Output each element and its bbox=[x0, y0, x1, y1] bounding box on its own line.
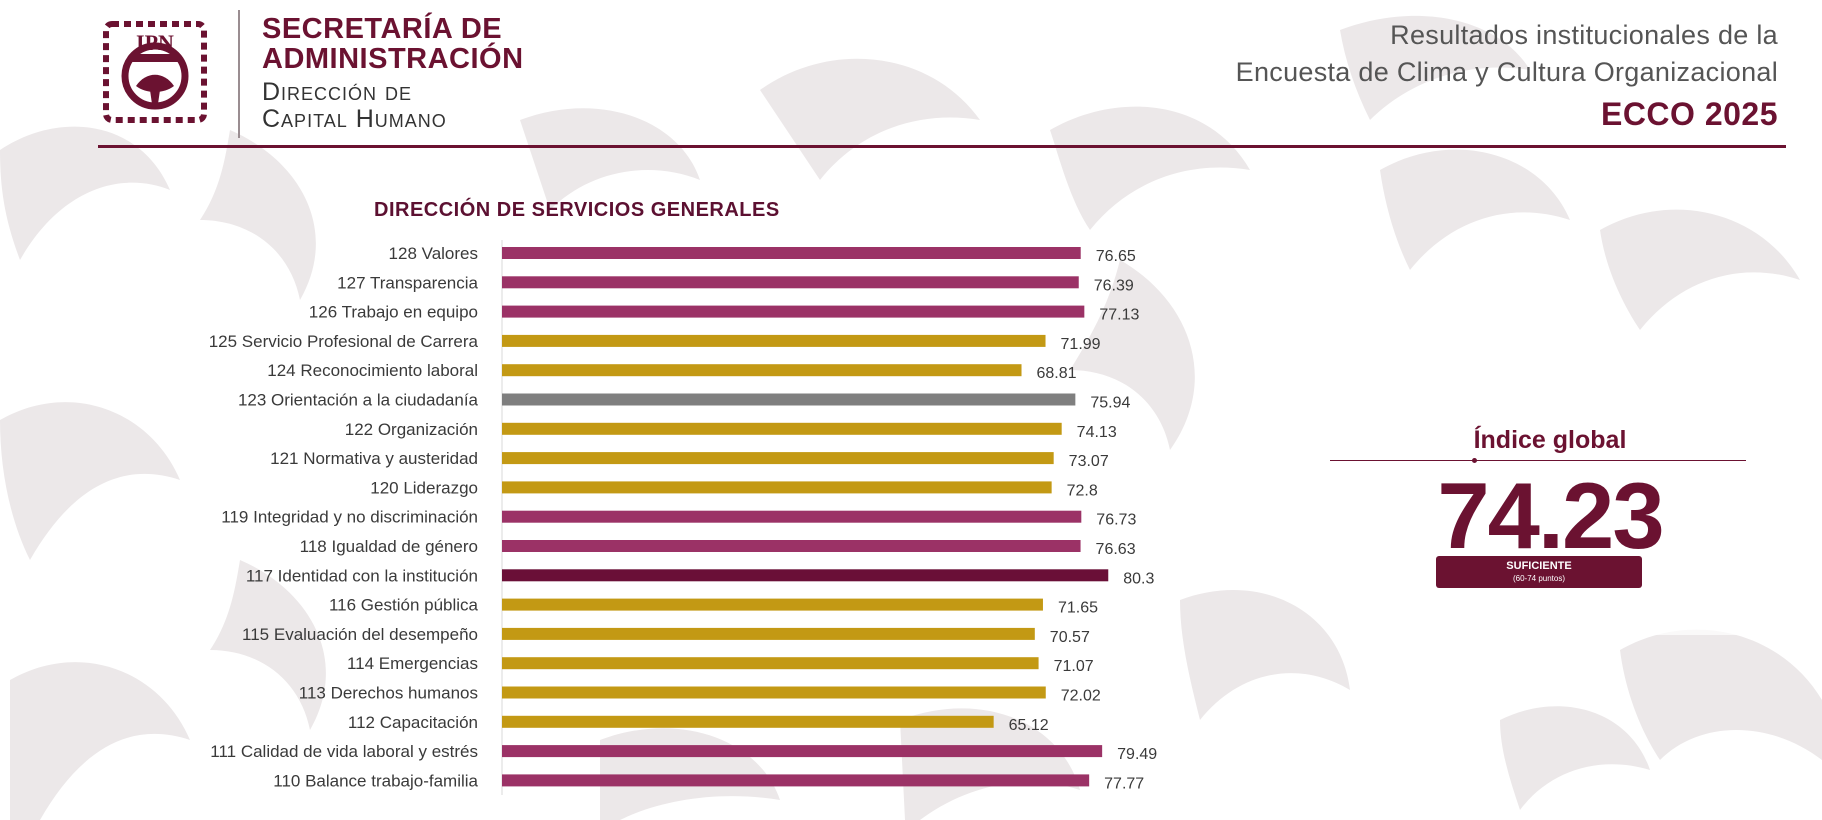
bar bbox=[502, 774, 1090, 787]
status-range: (60-74 puntos) bbox=[1512, 574, 1566, 583]
report-code: ECCO 2025 bbox=[1600, 96, 1778, 132]
value-label: 71.99 bbox=[1061, 336, 1101, 353]
category-label: 124 Reconocimiento laboral bbox=[267, 361, 478, 380]
category-label: 113 Derechos humanos bbox=[299, 684, 478, 703]
value-label: 65.12 bbox=[1009, 717, 1049, 734]
value-label: 76.65 bbox=[1096, 248, 1136, 265]
bar bbox=[502, 422, 1062, 435]
value-label: 76.39 bbox=[1094, 277, 1134, 294]
value-label: 75.94 bbox=[1090, 395, 1130, 412]
value-label: 74.13 bbox=[1077, 424, 1117, 441]
value-label: 77.77 bbox=[1104, 775, 1144, 792]
header-separator bbox=[238, 10, 240, 138]
global-index-value: 74.23 bbox=[1437, 463, 1664, 568]
category-label: 117 Identidad con la institución bbox=[246, 566, 478, 585]
global-index-title: Índice global bbox=[1473, 426, 1627, 454]
bar bbox=[502, 686, 1046, 699]
bar-chart: 128 Valores 76.65 127 Transparencia 76.39 12… bbox=[209, 240, 1157, 795]
bar bbox=[502, 627, 1035, 640]
category-label: 118 Igualdad de género bbox=[300, 537, 478, 556]
bar bbox=[502, 393, 1076, 406]
category-label: 121 Normativa y austeridad bbox=[270, 449, 478, 468]
category-label: 123 Orientación a la ciudadanía bbox=[238, 391, 479, 410]
global-index-dot bbox=[1472, 458, 1477, 463]
category-label: 116 Gestión pública bbox=[329, 596, 479, 615]
bar bbox=[502, 598, 1043, 611]
header-rule bbox=[98, 145, 1786, 148]
value-label: 76.73 bbox=[1096, 512, 1136, 529]
category-label: 114 Emergencias bbox=[347, 654, 478, 673]
bar bbox=[502, 334, 1046, 347]
category-label: 115 Evaluación del desempeño bbox=[242, 625, 478, 644]
org-name-line1: SECRETARÍA DE bbox=[262, 13, 503, 45]
bar bbox=[502, 510, 1082, 523]
chart-title: DIRECCIÓN DE SERVICIOS GENERALES bbox=[374, 199, 780, 221]
value-label: 76.63 bbox=[1096, 541, 1136, 558]
status-badge: SUFICIENTE (60-74 puntos) bbox=[1436, 556, 1642, 588]
category-label: 119 Integridad y no discriminación bbox=[221, 508, 478, 527]
bar bbox=[502, 276, 1079, 289]
value-label: 79.49 bbox=[1117, 746, 1157, 763]
bar bbox=[502, 745, 1103, 758]
bar bbox=[502, 481, 1052, 494]
logo-text: IPN bbox=[136, 30, 174, 55]
ipn-logo: IPN bbox=[96, 16, 214, 128]
org-name-line2: ADMINISTRACIÓN bbox=[262, 43, 524, 75]
category-label: 128 Valores bbox=[389, 244, 478, 263]
dept-line2: Capital Humano bbox=[262, 105, 447, 133]
bar bbox=[502, 452, 1054, 465]
value-label: 73.07 bbox=[1069, 453, 1109, 470]
value-label: 80.3 bbox=[1123, 570, 1154, 587]
value-label: 70.57 bbox=[1050, 629, 1090, 646]
bar bbox=[502, 364, 1022, 377]
value-label: 72.02 bbox=[1061, 688, 1101, 705]
value-label: 68.81 bbox=[1037, 365, 1077, 382]
category-label: 120 Liderazgo bbox=[370, 478, 478, 497]
bar bbox=[502, 247, 1081, 259]
global-index-rule bbox=[1330, 460, 1746, 461]
value-label: 71.65 bbox=[1058, 600, 1098, 617]
category-label: 126 Trabajo en equipo bbox=[309, 303, 478, 322]
category-label: 122 Organización bbox=[345, 420, 478, 439]
bar bbox=[502, 305, 1085, 318]
value-label: 77.13 bbox=[1099, 307, 1139, 324]
bar bbox=[502, 657, 1039, 670]
status-label: SUFICIENTE bbox=[1506, 560, 1572, 572]
report-title-line1: Resultados institucionales de la bbox=[1390, 20, 1778, 50]
global-index-panel bbox=[1332, 405, 1772, 635]
category-label: 127 Transparencia bbox=[337, 273, 478, 292]
category-label: 111 Calidad de vida laboral y estrés bbox=[210, 742, 478, 761]
value-label: 71.07 bbox=[1054, 658, 1094, 675]
category-label: 110 Balance trabajo-familia bbox=[273, 771, 478, 790]
value-label: 72.8 bbox=[1067, 482, 1098, 499]
bar bbox=[502, 715, 994, 728]
category-label: 112 Capacitación bbox=[348, 713, 478, 732]
bar bbox=[502, 540, 1081, 552]
category-label: 125 Servicio Profesional de Carrera bbox=[209, 332, 479, 351]
dept-line1: Dirección de bbox=[262, 78, 413, 106]
report-title-line2: Encuesta de Clima y Cultura Organizacion… bbox=[1235, 57, 1778, 87]
bar bbox=[502, 569, 1109, 582]
